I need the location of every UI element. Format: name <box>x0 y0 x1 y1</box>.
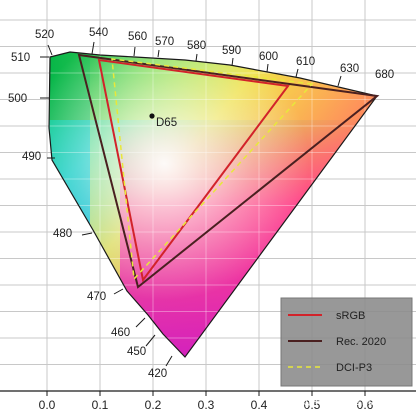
x-tick-label: 0.2 <box>145 398 162 412</box>
wavelength-label-590: 590 <box>222 45 241 57</box>
watermark-text: 知乎 @MarZhou <box>300 394 380 408</box>
legend-label-dcip3: DCI-P3 <box>336 362 372 374</box>
spectral-locus-outline <box>48 51 379 358</box>
wavelength-label-520: 520 <box>35 29 54 41</box>
x-tick-label: 0.1 <box>92 398 109 412</box>
wavelength-label-630: 630 <box>340 63 359 75</box>
wavelength-label-470: 470 <box>87 291 106 303</box>
legend-label-rec2020: Rec. 2020 <box>336 336 386 348</box>
wavelength-label-510: 510 <box>11 52 30 64</box>
wavelength-label-680: 680 <box>375 69 394 81</box>
wavelength-label-490: 490 <box>22 151 41 163</box>
x-tick-label: 0.4 <box>251 398 268 412</box>
wavelength-label-600: 600 <box>259 51 278 63</box>
wavelength-label-480: 480 <box>53 228 72 240</box>
srgb-gamut-triangle <box>97 58 290 283</box>
wavelength-label-460: 460 <box>111 327 130 339</box>
wavelength-label-570: 570 <box>155 36 174 48</box>
x-tick-label: 0.0 <box>39 398 56 412</box>
wavelength-label-540: 540 <box>89 27 108 39</box>
x-tick-label: 0.5 <box>304 398 321 412</box>
x-tick-label: 0.6 <box>357 398 374 412</box>
d65-white-point <box>149 113 155 119</box>
d65-label: D65 <box>156 117 177 129</box>
x-axis-ticks: 0.0 0.1 0.2 0.3 0.4 0.5 0.6 <box>39 391 374 412</box>
wavelength-tick-marks <box>40 41 342 367</box>
dcip3-gamut-triangle <box>111 58 314 281</box>
wavelength-labels: 520 540 560 570 580 590 600 610 630 680 … <box>8 27 394 380</box>
legend: sRGB Rec. 2020 DCI-P3 <box>280 297 413 387</box>
rec2020-gamut-triangle <box>77 53 380 289</box>
legend-label-srgb: sRGB <box>336 310 365 322</box>
wavelength-label-420: 420 <box>148 368 167 380</box>
wavelength-label-560: 560 <box>128 31 147 43</box>
x-tick-label: 0.3 <box>198 398 215 412</box>
wavelength-label-450: 450 <box>127 346 146 358</box>
wavelength-label-580: 580 <box>187 40 206 52</box>
wavelength-label-500: 500 <box>8 93 27 105</box>
wavelength-label-610: 610 <box>296 56 315 68</box>
